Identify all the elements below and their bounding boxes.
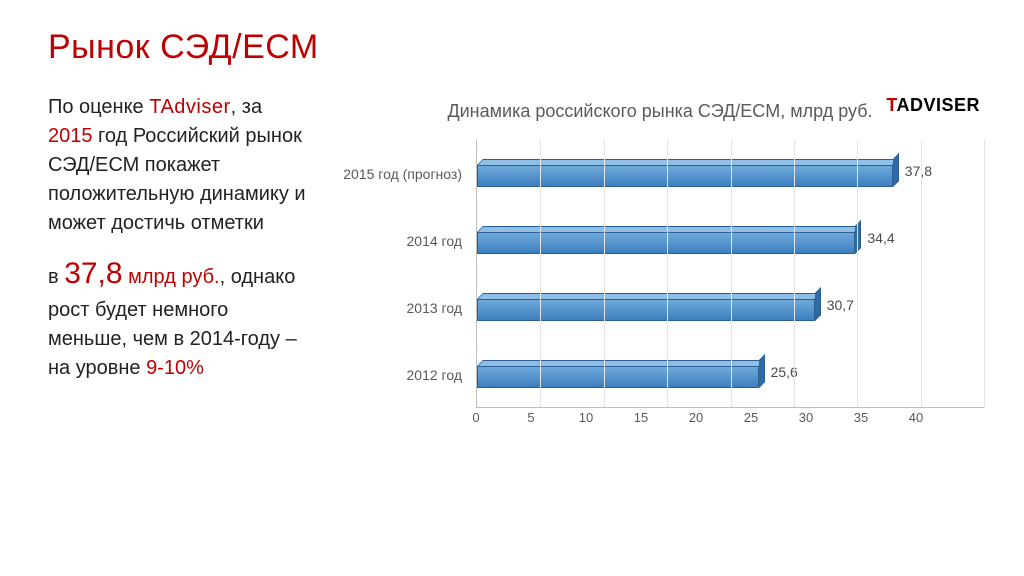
bar-side-face xyxy=(759,354,765,388)
bar-value-label: 37,8 xyxy=(905,163,932,179)
gridline xyxy=(667,140,668,407)
main-row: По оценке TAdviser, за 2015 год Российск… xyxy=(48,93,984,428)
chart-panel: TADVISER Динамика российского рынка СЭД/… xyxy=(336,93,984,428)
bar-front-face xyxy=(477,299,815,321)
slide: Рынок СЭД/ЕСМ По оценке TAdviser, за 201… xyxy=(0,0,1024,576)
percent-highlight: 9-10% xyxy=(146,357,204,379)
x-tick-label: 5 xyxy=(527,410,534,425)
gridline xyxy=(794,140,795,407)
y-axis-label: 2012 год xyxy=(336,346,476,404)
gridline xyxy=(984,140,985,407)
x-tick-label: 10 xyxy=(579,410,593,425)
gridline xyxy=(921,140,922,407)
gridline xyxy=(604,140,605,407)
y-axis-label: 2013 год xyxy=(336,279,476,337)
x-tick-label: 40 xyxy=(909,410,923,425)
x-tick-label: 30 xyxy=(799,410,813,425)
gridline xyxy=(731,140,732,407)
logo: TADVISER xyxy=(886,95,980,116)
bar-front-face xyxy=(477,165,893,187)
bar: 25,6 xyxy=(477,360,759,388)
text: в xyxy=(48,266,64,288)
x-tick-label: 15 xyxy=(634,410,648,425)
paragraph-2: в 37,8 млрд руб., однако рост будет немн… xyxy=(48,252,308,383)
big-number: 37,8 xyxy=(64,257,122,290)
brand-name: TAdviser xyxy=(149,96,230,118)
plot-area: 37,8 34,4 30,7 25,6 xyxy=(476,140,984,408)
x-tick-label: 35 xyxy=(854,410,868,425)
gridline xyxy=(540,140,541,407)
text: , за xyxy=(231,96,262,118)
bar-value-label: 30,7 xyxy=(827,297,854,313)
bar-side-face xyxy=(893,153,899,187)
y-axis-label: 2014 год xyxy=(336,212,476,270)
left-text-block: По оценке TAdviser, за 2015 год Российск… xyxy=(48,93,308,428)
x-tick-label: 25 xyxy=(744,410,758,425)
bar: 37,8 xyxy=(477,159,893,187)
paragraph-1: По оценке TAdviser, за 2015 год Российск… xyxy=(48,93,308,238)
bar-value-label: 34,4 xyxy=(867,230,894,246)
x-tick-label: 0 xyxy=(472,410,479,425)
x-tick-label: 20 xyxy=(689,410,703,425)
unit: млрд руб. xyxy=(123,266,220,288)
logo-t: T xyxy=(886,95,896,115)
logo-rest: ADVISER xyxy=(896,95,980,115)
year-highlight: 2015 xyxy=(48,125,93,147)
slide-title: Рынок СЭД/ЕСМ xyxy=(48,28,984,67)
chart: 2015 год (прогноз) 2014 год 2013 год 2012 г… xyxy=(336,140,984,428)
gridline xyxy=(857,140,858,407)
bar-front-face xyxy=(477,366,759,388)
y-axis-label: 2015 год (прогноз) xyxy=(336,145,476,203)
bar: 30,7 xyxy=(477,293,815,321)
bar-side-face xyxy=(815,287,821,321)
y-axis-labels: 2015 год (прогноз) 2014 год 2013 год 2012 г… xyxy=(336,140,476,408)
x-axis: 0510152025303540 xyxy=(476,408,916,428)
text: По оценке xyxy=(48,96,149,118)
plot-wrap: 2015 год (прогноз) 2014 год 2013 год 2012 г… xyxy=(336,140,984,408)
